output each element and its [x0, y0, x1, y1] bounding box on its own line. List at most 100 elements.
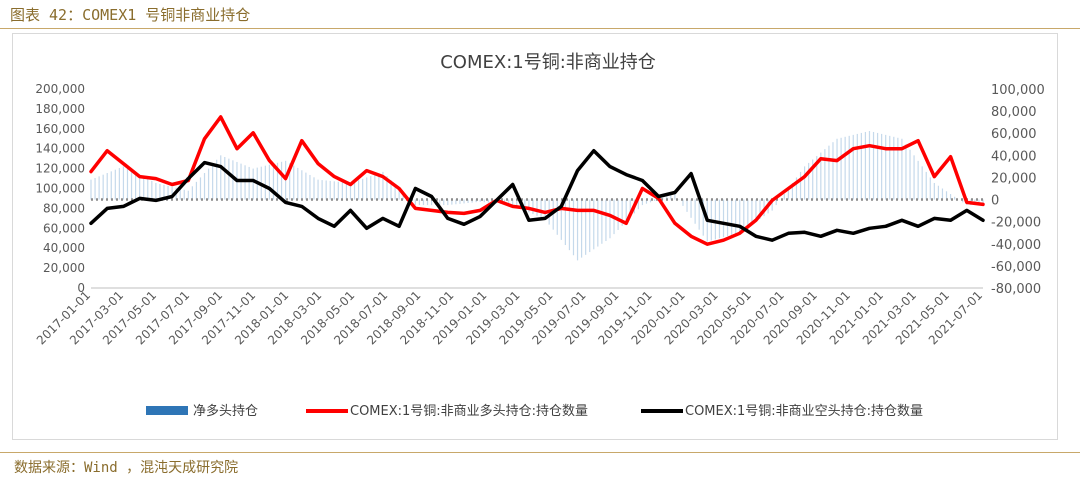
- net-long-bar: [945, 191, 948, 200]
- net-long-bar: [370, 176, 372, 200]
- series-lines: [89, 115, 985, 246]
- net-long-bar: [483, 199, 485, 203]
- right-tick-label: -60,000: [991, 260, 1041, 275]
- net-long-bar: [171, 186, 173, 200]
- net-long-bar: [852, 134, 854, 200]
- net-long-bar: [203, 173, 206, 200]
- net-long-bar: [601, 199, 603, 244]
- net-long-bar: [199, 177, 202, 200]
- net-long-bar: [426, 199, 429, 206]
- net-long-bar: [366, 177, 368, 200]
- net-long-bar: [666, 196, 668, 200]
- net-long-bar: [585, 199, 587, 255]
- net-long-bar: [232, 160, 234, 200]
- net-long-bar: [824, 149, 826, 200]
- figure-title: 图表 42：COMEX1 号铜非商业持仓: [10, 6, 251, 24]
- net-long-bar: [512, 199, 514, 206]
- left-tick-label: 100,000: [35, 182, 85, 196]
- net-long-bar: [536, 199, 538, 216]
- net-long-bar: [682, 199, 684, 206]
- net-long-bar: [589, 199, 591, 253]
- net-long-bar: [653, 199, 656, 201]
- net-long-bar: [272, 163, 275, 200]
- net-long-bar: [848, 135, 850, 200]
- net-long-bar: [293, 165, 295, 200]
- net-long-bar: [386, 176, 388, 200]
- net-long-bar: [122, 166, 125, 200]
- net-long-bar: [864, 131, 867, 200]
- net-long-bar: [394, 184, 396, 200]
- net-long-bar: [524, 199, 526, 211]
- net-long-bar: [645, 199, 648, 204]
- net-long-bar: [690, 199, 692, 218]
- net-long-bar: [722, 199, 725, 238]
- net-long-bar: [625, 199, 627, 222]
- net-long-bar: [313, 177, 315, 200]
- net-long-bar: [799, 171, 802, 200]
- net-long-bar: [333, 181, 335, 200]
- net-long-bar: [135, 172, 137, 200]
- net-long-bar: [621, 199, 623, 226]
- net-long-bar: [487, 199, 489, 203]
- net-long-bar: [398, 188, 400, 200]
- net-long-bar: [856, 133, 858, 200]
- net-long-bar: [897, 137, 899, 200]
- net-long-bar: [94, 177, 96, 200]
- chart-container: COMEX:1号铜:非商业持仓 0 20,000 40,000 60,000 80,00…: [12, 33, 1058, 440]
- net-long-bar: [179, 188, 181, 200]
- net-long-bar: [337, 181, 339, 200]
- left-tick-label: 160,000: [35, 122, 85, 136]
- net-long-bar: [508, 199, 510, 205]
- right-tick-label: 60,000: [991, 127, 1037, 142]
- net-long-bar: [147, 178, 149, 200]
- right-tick-label: -80,000: [991, 282, 1041, 297]
- net-long-bar: [783, 194, 785, 200]
- net-long-bar: [893, 136, 895, 200]
- net-long-bar: [617, 199, 619, 230]
- net-long-bar: [804, 166, 806, 200]
- net-long-bar: [341, 182, 343, 200]
- net-long-bar: [479, 199, 481, 202]
- net-long-bar: [731, 199, 733, 235]
- left-tick-label: 0: [77, 281, 85, 295]
- net-long-bar: [597, 199, 599, 247]
- source-note: 数据来源：Wind ，混沌天成研究院: [14, 460, 239, 476]
- net-long-bar: [374, 174, 376, 200]
- left-tick-label: 60,000: [43, 221, 85, 235]
- net-long-bar: [151, 180, 153, 200]
- net-long-bar: [698, 199, 700, 230]
- net-long-bar: [925, 171, 927, 200]
- left-tick-label: 20,000: [43, 261, 85, 275]
- net-long-bar: [90, 179, 92, 200]
- right-tick-label: 20,000: [991, 171, 1037, 186]
- top-rule: [0, 28, 1080, 29]
- net-long-bar: [439, 199, 441, 206]
- right-axis-ticks: -80,000 -60,000 -40,000 -20,000 0 20,000 40,00…: [991, 83, 1045, 297]
- net-long-bar: [345, 182, 348, 200]
- net-long-bar: [252, 168, 254, 200]
- legend-label-long: COMEX:1号铜:非商业多头持仓:持仓数量: [350, 403, 588, 419]
- net-long-bar: [560, 199, 562, 240]
- net-long-bar: [828, 145, 830, 200]
- net-long-bar: [289, 163, 291, 200]
- net-long-bar: [702, 199, 704, 236]
- net-long-bar: [321, 180, 323, 200]
- left-tick-label: 200,000: [35, 82, 85, 96]
- net-long-bar: [451, 199, 453, 205]
- net-long-bar: [280, 161, 283, 200]
- net-long-bar: [276, 162, 279, 200]
- net-long-bar: [544, 199, 546, 220]
- net-long-bar: [921, 166, 923, 200]
- net-long-bar: [735, 199, 737, 234]
- net-long-bar: [593, 199, 595, 250]
- net-long-bar: [110, 171, 112, 200]
- net-long-bar: [743, 199, 745, 230]
- net-long-bar: [317, 179, 319, 200]
- net-long-bar: [248, 166, 250, 200]
- net-long-bar: [228, 158, 230, 200]
- net-long-bar: [564, 199, 566, 246]
- net-long-bar: [224, 156, 226, 200]
- legend: 净多头持仓 COMEX:1号铜:非商业多头持仓:持仓数量 COMEX:1号铜:非商业…: [146, 403, 923, 419]
- net-long-bar: [840, 137, 842, 200]
- net-long-bar: [876, 132, 879, 200]
